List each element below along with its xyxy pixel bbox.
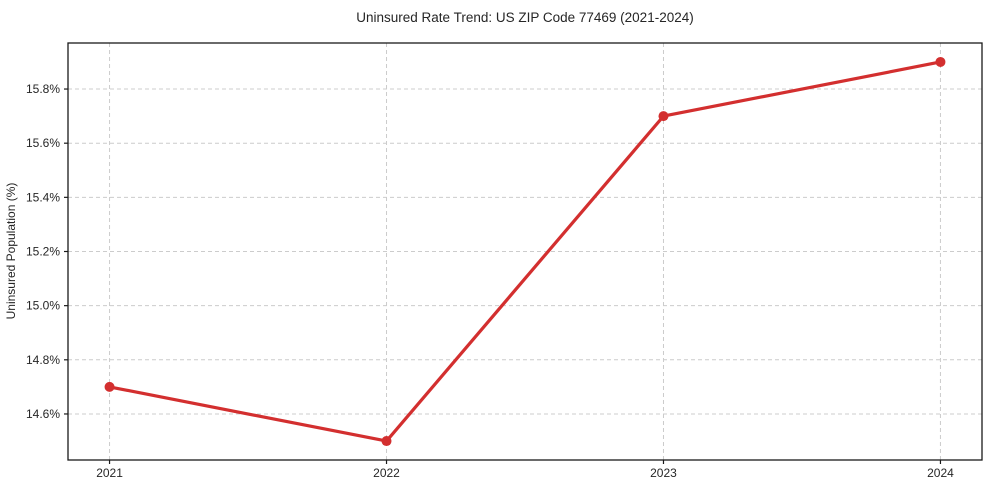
y-tick-label: 15.4% [26,190,60,204]
y-tick-label: 15.0% [26,299,60,313]
y-tick-label: 15.6% [26,136,60,150]
x-tick-label: 2022 [373,466,400,480]
gridlines [68,43,982,460]
y-axis: 14.6% 14.8% 15.0% 15.2% 15.4% 15.6% 15.8% [26,82,68,421]
x-tick-label: 2021 [96,466,123,480]
y-tick-label: 15.8% [26,82,60,96]
trend-line-series [104,56,946,447]
data-point-marker [658,111,669,122]
y-tick-label: 14.6% [26,407,60,421]
x-tick-label: 2023 [650,466,677,480]
data-point-marker [381,436,392,447]
chart-title: Uninsured Rate Trend: US ZIP Code 77469 … [356,10,693,25]
data-point-marker [935,56,946,67]
y-axis-label: Uninsured Population (%) [4,183,18,320]
x-axis: 2021 2022 2023 2024 [96,460,954,480]
y-tick-label: 14.8% [26,353,60,367]
y-tick-label: 15.2% [26,245,60,259]
x-tick-label: 2024 [927,466,954,480]
trend-line [107,60,943,443]
data-point-marker [104,381,115,392]
